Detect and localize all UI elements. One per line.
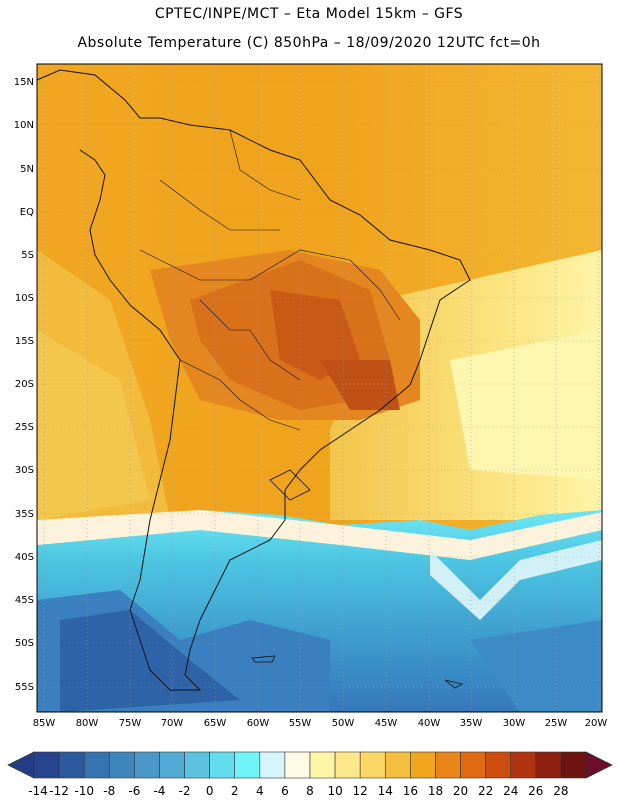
- colorbar-cell: [384, 751, 411, 779]
- colorbar-cell: [134, 751, 160, 779]
- colorbar-high-arrow: [585, 751, 613, 779]
- colorbar-cell: [435, 751, 461, 779]
- colorbar-cell: [510, 751, 537, 779]
- lon-label: 40W: [418, 718, 441, 729]
- colorbar-cell: [460, 751, 486, 779]
- colorbar-label: -6: [128, 784, 140, 798]
- colorbar-label: -2: [179, 784, 191, 798]
- plot-frame: [36, 63, 603, 713]
- colorbar-label: 10: [327, 784, 342, 798]
- lat-label: 45S: [15, 595, 34, 606]
- colorbar-label: -12: [49, 784, 69, 798]
- lat-label: 40S: [15, 552, 34, 563]
- lat-label: 5S: [21, 250, 34, 261]
- colorbar-cell: [83, 751, 110, 779]
- lat-label: 35S: [15, 509, 34, 520]
- colorbar-low-arrow: [7, 751, 35, 779]
- coastlines: [36, 69, 471, 691]
- lon-label: 70W: [161, 718, 184, 729]
- colorbar-label: 6: [281, 784, 289, 798]
- colorbar-cell: [560, 751, 587, 779]
- colorbar-cell: [284, 751, 311, 779]
- lon-label: 55W: [289, 718, 312, 729]
- colorbar-label: 16: [403, 784, 418, 798]
- lon-label: 35W: [460, 718, 483, 729]
- colorbar-cell: [184, 751, 210, 779]
- colorbar-label: 0: [206, 784, 214, 798]
- colorbar-cell: [259, 751, 286, 779]
- colorbar-label: -14: [28, 784, 48, 798]
- colorbar-label: 24: [503, 784, 518, 798]
- colorbar-label: 12: [353, 784, 368, 798]
- lat-label: 25S: [15, 422, 34, 433]
- lat-label: 20S: [15, 379, 34, 390]
- lat-label: 15S: [15, 336, 34, 347]
- lon-label: 75W: [119, 718, 142, 729]
- lat-label: 10N: [14, 120, 34, 131]
- colorbar-label: -8: [103, 784, 115, 798]
- colorbar-cell: [33, 751, 60, 779]
- lat-label: 10S: [15, 293, 34, 304]
- colorbar-cell: [485, 751, 512, 779]
- lat-label: 30S: [15, 465, 34, 476]
- longitude-axis: 85W 80W 75W 70W 65W 60W 55W 50W 45W 40W …: [33, 718, 608, 729]
- colorbar-cell: [309, 751, 336, 779]
- colorbar-cell: [410, 751, 436, 779]
- colorbar-label: 8: [306, 784, 314, 798]
- colorbar-cell: [535, 751, 562, 779]
- title-line-2: Absolute Temperature (C) 850hPa – 18/09/…: [77, 35, 541, 51]
- latitude-axis: 15N 10N 5N EQ 5S 10S 15S 20S 25S 30S 35S…: [14, 77, 34, 693]
- colorbar-label: 26: [528, 784, 543, 798]
- colorbar-cell: [209, 751, 236, 779]
- lat-label: 15N: [14, 77, 34, 88]
- lon-label: 85W: [33, 718, 56, 729]
- colorbar-label: 28: [553, 784, 568, 798]
- lon-label: 50W: [332, 718, 355, 729]
- colorbar-cell: [108, 751, 135, 779]
- lon-label: 25W: [545, 718, 568, 729]
- lat-label: 55S: [15, 682, 34, 693]
- colorbar-label: -10: [74, 784, 94, 798]
- colorbar: -14 -12 -10 -8 -6 -4 -2 0 2 4 6 8 10 12 14 16 18 20 22 24 26…: [7, 751, 613, 798]
- colorbar-label: 22: [478, 784, 493, 798]
- colorbar-cell: [58, 751, 85, 779]
- lon-label: 20W: [585, 718, 608, 729]
- lat-label: 5N: [20, 164, 34, 175]
- lon-label: 45W: [375, 718, 398, 729]
- colorbar-label: 14: [378, 784, 393, 798]
- colorbar-label: 18: [428, 784, 443, 798]
- colorbar-label: 4: [256, 784, 264, 798]
- lat-label: EQ: [20, 207, 34, 218]
- colorbar-label: 20: [453, 784, 468, 798]
- colorbar-cell: [359, 751, 386, 779]
- lon-label: 80W: [76, 718, 99, 729]
- lon-label: 65W: [204, 718, 227, 729]
- lon-label: 30W: [503, 718, 526, 729]
- lon-label: 60W: [247, 718, 270, 729]
- temperature-field: [37, 64, 602, 712]
- title-line-1: CPTEC/INPE/MCT – Eta Model 15km – GFS: [154, 6, 464, 22]
- lat-label: 50S: [15, 638, 34, 649]
- map-gridlines: [37, 64, 602, 712]
- colorbar-label: -4: [153, 784, 165, 798]
- colorbar-cell: [334, 751, 361, 779]
- colorbar-cell: [234, 751, 261, 779]
- colorbar-label: 2: [231, 784, 239, 798]
- colorbar-cell: [159, 751, 185, 779]
